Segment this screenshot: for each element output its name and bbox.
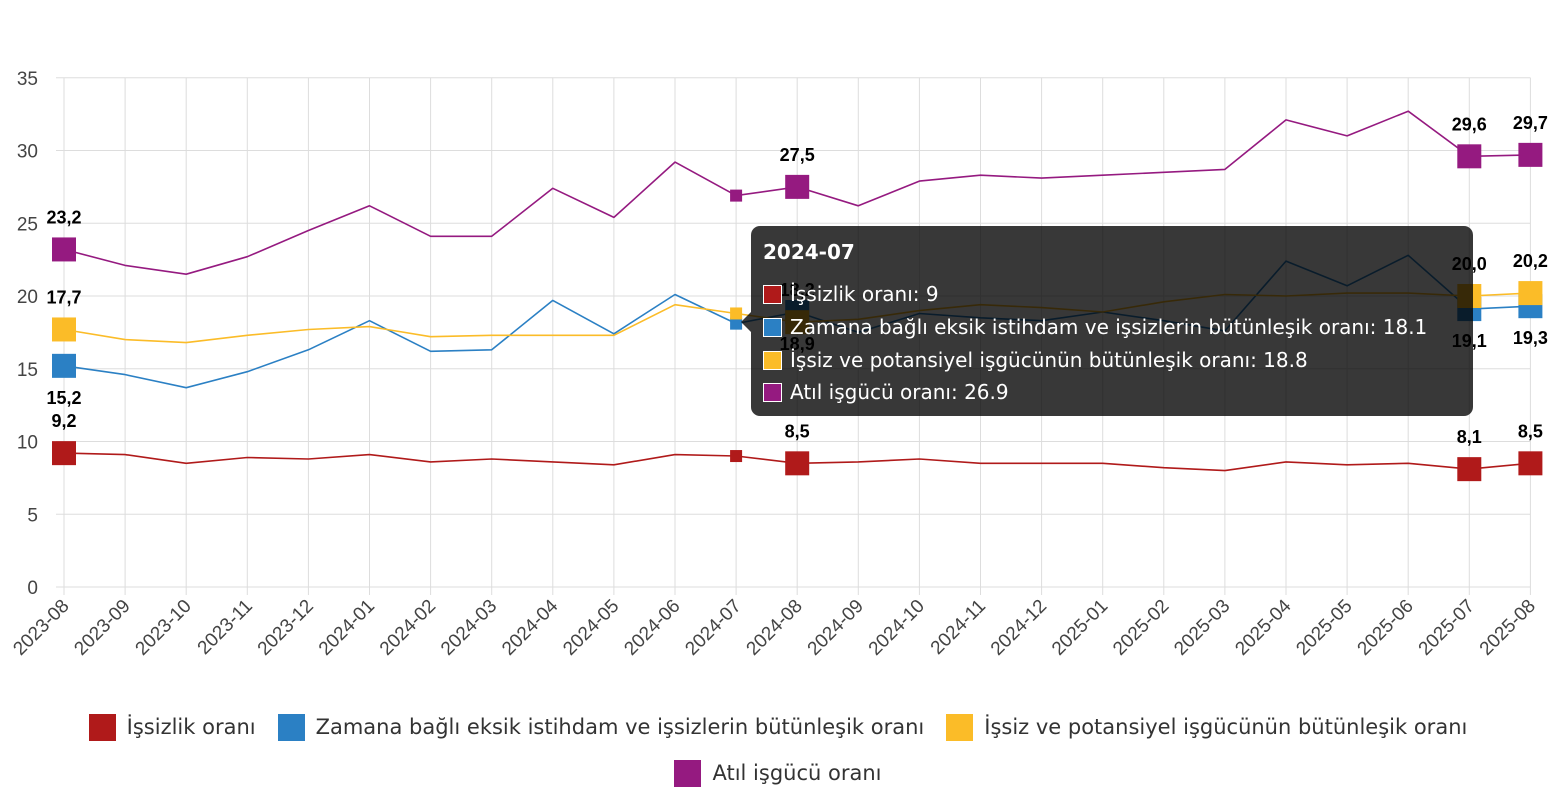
x-tick-label: 2023-11 — [194, 596, 257, 659]
series-marker-0 — [1518, 451, 1543, 476]
series-marker-2 — [1518, 281, 1543, 306]
tooltip-text-slack: Atıl işgücü oranı: 26.9 — [790, 380, 1009, 404]
tooltip-text-unemployment: İşsizlik oranı: 9 — [790, 282, 939, 306]
legend-item-potential-labour[interactable]: İşsiz ve potansiyel işgücünün bütünleşik… — [946, 713, 1468, 741]
series-marker-0 — [1457, 457, 1482, 482]
y-tick-label: 35 — [17, 69, 38, 90]
series-marker-3 — [52, 237, 76, 262]
data-label: 8,1 — [1457, 427, 1482, 447]
y-tick-label: 10 — [17, 433, 38, 454]
series-marker-0 — [52, 441, 76, 466]
x-tick-label: 2024-03 — [437, 596, 501, 660]
y-tick-label: 5 — [27, 505, 38, 526]
series-marker-1 — [52, 353, 76, 378]
tooltip-text-potential-labour: İşsiz ve potansiyel işgücünün bütünleşik… — [790, 348, 1308, 372]
tooltip-title: 2024-07 — [763, 240, 855, 264]
x-tick-label: 2025-02 — [1109, 596, 1173, 660]
tooltip-swatch-unemployment — [763, 284, 782, 304]
tooltip-row-underemployment: Zamana bağlı eksik istihdam ve işsizleri… — [763, 315, 1427, 339]
data-label: 27,5 — [780, 145, 815, 165]
x-tick-label: 2025-08 — [1476, 596, 1540, 660]
legend-swatch-unemployment — [88, 713, 116, 741]
tooltip-caret — [741, 312, 751, 332]
series-marker-1 — [730, 317, 743, 330]
x-tick-label: 2023-09 — [70, 596, 134, 660]
series-marker-0 — [785, 451, 810, 476]
tooltip-swatch-potential-labour — [763, 350, 782, 370]
legend-item-unemployment[interactable]: İşsizlik oranı — [88, 713, 256, 741]
data-label: 19,3 — [1513, 328, 1548, 348]
x-tick-label: 2024-04 — [498, 595, 562, 659]
tooltip-row-slack: Atıl işgücü oranı: 26.9 — [763, 380, 1009, 404]
y-tick-label: 30 — [17, 142, 38, 163]
data-label: 20,2 — [1513, 251, 1548, 271]
legend-item-underemployment[interactable]: Zamana bağlı eksik istihdam ve işsizleri… — [277, 713, 925, 741]
x-tick-label: 2025-05 — [1292, 596, 1356, 660]
data-label: 15,2 — [46, 388, 81, 408]
x-tick-label: 2025-06 — [1354, 596, 1418, 660]
series-marker-2 — [730, 307, 743, 320]
x-tick-label: 2024-10 — [865, 596, 929, 660]
y-tick-label: 0 — [27, 578, 38, 599]
x-tick-label: 2025-01 — [1048, 596, 1112, 660]
x-tick-label: 2024-12 — [987, 596, 1051, 660]
legend-swatch-underemployment — [277, 713, 305, 741]
legend-row-2: Atıl işgücü oranı — [0, 750, 1556, 796]
x-tick-label: 2023-10 — [132, 596, 196, 660]
x-tick-label: 2023-12 — [254, 596, 318, 660]
x-tick-label: 2024-09 — [804, 596, 868, 660]
legend-label-unemployment: İşsizlik oranı — [126, 715, 256, 739]
x-tick-label: 2025-04 — [1231, 595, 1295, 659]
legend-swatch-slack — [674, 759, 702, 787]
data-label: 8,5 — [1518, 421, 1543, 441]
series-marker-0 — [730, 450, 743, 463]
x-tick-label: 2025-03 — [1170, 596, 1234, 660]
x-tick-label: 2024-01 — [315, 596, 379, 660]
x-tick-label: 2023-08 — [9, 596, 73, 660]
x-tick-label: 2024-11 — [927, 596, 990, 659]
y-tick-label: 15 — [17, 360, 38, 381]
x-tick-label: 2024-06 — [620, 596, 684, 660]
series-marker-3 — [1518, 142, 1543, 167]
x-tick-label: 2024-08 — [743, 596, 807, 660]
tooltip-swatch-underemployment — [763, 317, 782, 337]
series-marker-3 — [785, 174, 810, 199]
line-chart-plot: 051015202530352023-082023-092023-102023-… — [9, 69, 1548, 660]
legend-item-slack[interactable]: Atıl işgücü oranı — [674, 759, 882, 787]
tooltip-row-potential-labour: İşsiz ve potansiyel işgücünün bütünleşik… — [763, 348, 1308, 372]
data-label: 29,6 — [1452, 114, 1487, 134]
tooltip-swatch-slack — [763, 382, 782, 402]
legend-row-1: İşsizlik oranı Zamana bağlı eksik istihd… — [0, 704, 1556, 750]
data-label: 9,2 — [51, 411, 76, 431]
series-marker-3 — [1457, 144, 1482, 169]
x-tick-label: 2024-07 — [681, 596, 745, 660]
legend-label-potential-labour: İşsiz ve potansiyel işgücünün bütünleşik… — [984, 715, 1468, 739]
y-tick-label: 25 — [17, 214, 38, 235]
x-tick-label: 2024-02 — [376, 596, 440, 660]
legend-swatch-potential-labour — [946, 713, 974, 741]
legend: İşsizlik oranı Zamana bağlı eksik istihd… — [0, 704, 1556, 796]
tooltip-row-unemployment: İşsizlik oranı: 9 — [763, 282, 939, 306]
legend-label-slack: Atıl işgücü oranı — [712, 761, 882, 785]
legend-label-underemployment: Zamana bağlı eksik istihdam ve işsizleri… — [315, 715, 925, 739]
tooltip-text-underemployment: Zamana bağlı eksik istihdam ve işsizleri… — [790, 315, 1428, 339]
x-tick-label: 2024-05 — [559, 596, 623, 660]
data-label: 17,7 — [46, 287, 81, 307]
data-label: 29,7 — [1513, 113, 1548, 133]
y-tick-label: 20 — [17, 287, 38, 308]
series-marker-3 — [730, 189, 743, 202]
series-marker-2 — [52, 317, 76, 342]
tooltip: 2024-07 İşsizlik oranı: 9 Zamana bağlı e… — [741, 226, 1473, 416]
x-tick-label: 2025-07 — [1415, 596, 1479, 660]
data-label: 23,2 — [46, 207, 81, 227]
data-label: 8,5 — [785, 421, 810, 441]
